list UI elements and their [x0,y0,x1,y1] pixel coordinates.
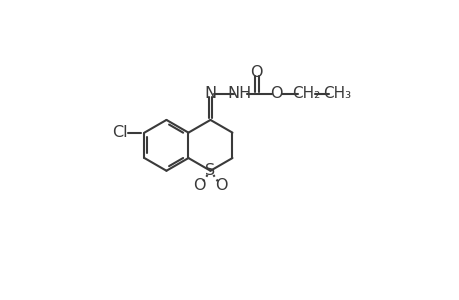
Text: O: O [250,65,263,80]
Text: CH₃: CH₃ [322,86,350,101]
Text: O: O [214,178,227,194]
Text: NH: NH [227,86,251,101]
Text: N: N [204,86,216,101]
Text: S: S [205,163,215,178]
Text: CH₂: CH₂ [291,86,319,101]
Text: O: O [193,178,206,194]
Text: Cl: Cl [112,125,127,140]
Text: O: O [270,86,282,101]
